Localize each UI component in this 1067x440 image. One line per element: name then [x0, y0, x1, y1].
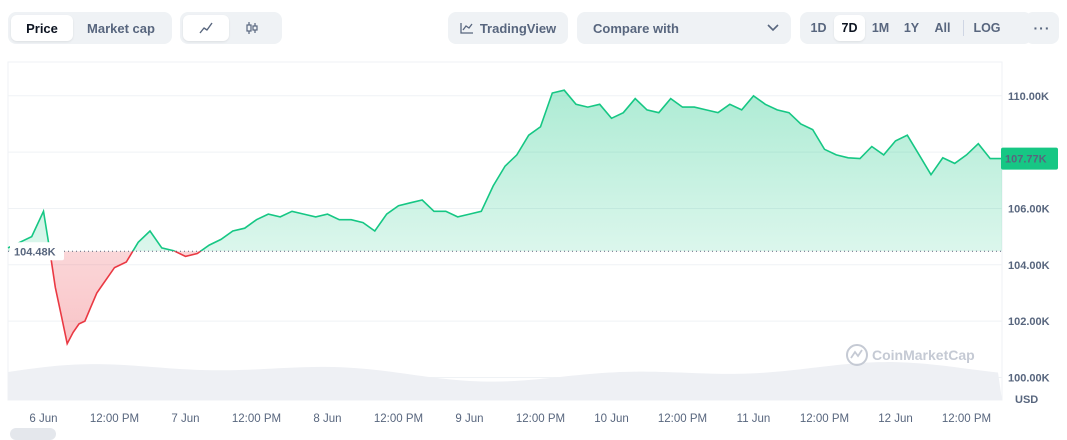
x-tick-label: 10 Jun — [594, 413, 629, 425]
x-tick-label: 11 Jun — [737, 413, 771, 425]
current-price-label: 107.77K — [1005, 154, 1047, 166]
watermark-text: CoinMarketCap — [872, 347, 975, 363]
candlestick-chart-button[interactable] — [229, 15, 275, 41]
coinmarketcap-icon — [846, 344, 868, 366]
log-scale-button[interactable]: LOG — [973, 21, 1001, 35]
volume-band — [8, 362, 1002, 400]
tab-price[interactable]: Price — [11, 15, 73, 41]
x-tick-label: 12:00 PM — [516, 413, 565, 425]
range-1d-button[interactable]: 1D — [810, 21, 827, 35]
line-chart-button[interactable] — [183, 15, 229, 41]
price-line-up — [7, 89, 1002, 252]
x-tick-label: 8 Jun — [313, 413, 341, 425]
range-1m-button[interactable]: 1M — [871, 21, 890, 35]
y-tick-label: 106.00K — [1008, 203, 1050, 215]
range-7d-button[interactable]: 7D — [834, 15, 865, 41]
x-tick-label: 7 Jun — [171, 413, 199, 425]
x-tick-label: 12 Jun — [878, 413, 913, 425]
price-marketcap-tabs: Price Market cap — [8, 12, 172, 44]
x-tick-label: 12:00 PM — [800, 413, 849, 425]
compare-with-label: Compare with — [593, 20, 679, 36]
watermark-logo: CoinMarketCap — [846, 344, 975, 366]
area-above-baseline — [8, 90, 1002, 252]
candlestick-icon — [246, 22, 258, 34]
range-1y-button[interactable]: 1Y — [903, 21, 920, 35]
price-line-down — [49, 251, 202, 347]
tradingview-icon — [460, 23, 473, 34]
baseline-label: 104.48K — [14, 246, 56, 258]
x-tick-label: 12:00 PM — [374, 413, 423, 425]
chart-scroll-handle[interactable] — [10, 428, 56, 440]
coinmarketcap-icon-mark — [850, 349, 863, 359]
tradingview-label: TradingView — [479, 20, 557, 36]
currency-unit-label: USD — [1015, 394, 1039, 406]
tradingview-button[interactable]: TradingView — [448, 12, 568, 44]
baseline-label-bg — [10, 242, 64, 261]
compare-with-select[interactable]: Compare with — [577, 12, 791, 44]
range-all-button[interactable]: All — [934, 21, 951, 35]
range-divider — [963, 20, 964, 36]
chevron-down-icon — [767, 24, 779, 32]
x-tick-label: 12:00 PM — [942, 413, 991, 425]
time-range-group: 1D 7D 1M 1Y All LOG — [800, 12, 1032, 44]
current-price-tag — [1001, 147, 1058, 170]
x-tick-label: 9 Jun — [455, 413, 483, 425]
line-chart-icon — [199, 22, 213, 34]
more-icon: ··· — [1033, 20, 1051, 36]
x-tick-label: 12:00 PM — [658, 413, 707, 425]
x-tick-label: 12:00 PM — [232, 413, 281, 425]
y-tick-label: 104.00K — [1008, 260, 1050, 272]
y-tick-label: 110.00K — [1008, 91, 1049, 103]
more-options-button[interactable]: ··· — [1025, 12, 1059, 44]
area-below-baseline — [8, 251, 1002, 344]
y-tick-label: 102.00K — [1008, 316, 1050, 328]
y-tick-label: 100.00K — [1008, 372, 1050, 384]
x-tick-label: 6 Jun — [29, 413, 57, 425]
tab-market-cap[interactable]: Market cap — [87, 20, 155, 36]
chart-type-toggle — [180, 12, 282, 44]
x-tick-label: 12:00 PM — [90, 413, 139, 425]
